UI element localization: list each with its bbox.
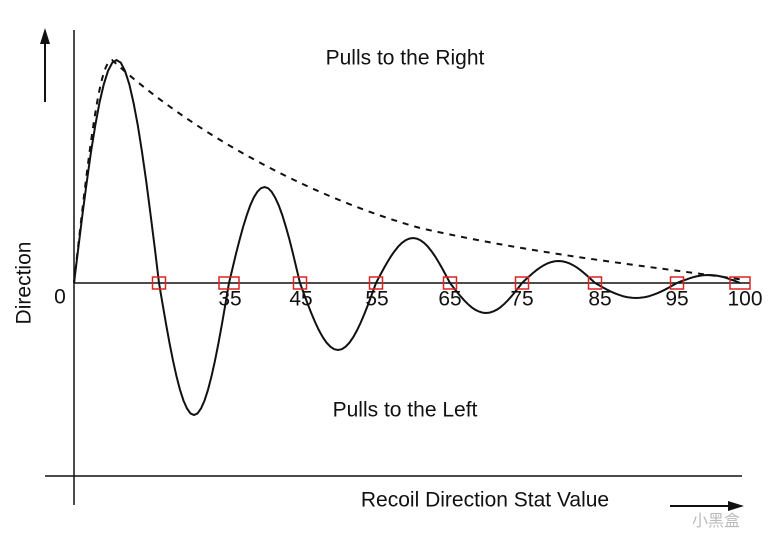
tick-label: 95 [665, 288, 688, 311]
zero-marker [368, 276, 384, 290]
watermark: 小黑盒 [692, 512, 740, 530]
zero-marker [587, 276, 603, 290]
x-axis-label: Recoil Direction Stat Value [361, 489, 609, 512]
annotation-bottom: Pulls to the Left [333, 399, 478, 422]
right-arrow [670, 501, 744, 511]
y-axis-label: Direction [13, 242, 36, 325]
up-arrow [40, 28, 50, 102]
annotation-top: Pulls to the Right [326, 47, 485, 70]
zero-marker [218, 276, 240, 290]
tick-label: 35 [218, 288, 241, 311]
tick-label: 85 [588, 288, 611, 311]
zero-marker [669, 276, 685, 290]
tick-label: 75 [510, 288, 533, 311]
tick-label: 65 [438, 288, 461, 311]
zero-marker [292, 276, 308, 290]
damped-wave [73, 58, 741, 417]
tick-label: 45 [289, 288, 312, 311]
zero-marker [442, 276, 458, 290]
zero-marker [151, 276, 167, 290]
envelope [73, 58, 746, 284]
zero-markers [151, 276, 751, 290]
zero-marker [514, 276, 530, 290]
tick-label: 55 [365, 288, 388, 311]
tick-label: 0 [54, 286, 66, 309]
tick-label: 100 [727, 288, 762, 311]
zero-marker [729, 276, 751, 290]
